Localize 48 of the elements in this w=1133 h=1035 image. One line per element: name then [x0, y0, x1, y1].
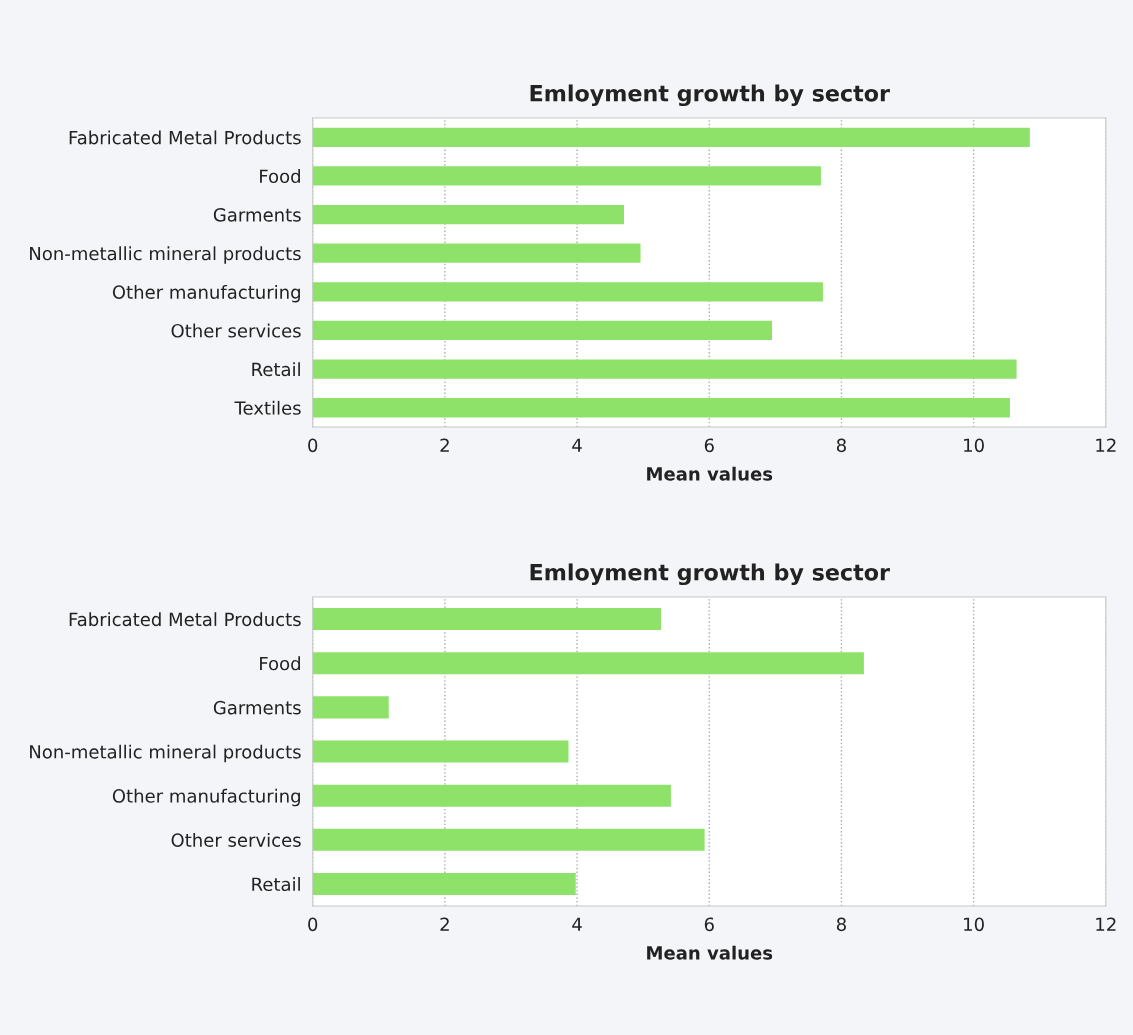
- bar: [312, 127, 1030, 147]
- y-tick-label: Fabricated Metal Products: [69, 612, 301, 627]
- bar: [312, 828, 705, 851]
- bar: [312, 872, 576, 895]
- bar: [312, 740, 569, 763]
- y-tick-label: Other manufacturing: [112, 788, 300, 807]
- y-tick-label: Other services: [171, 323, 301, 338]
- x-tick-label: 0: [308, 917, 318, 932]
- bar: [312, 243, 641, 263]
- x-tick-label: 10: [964, 917, 984, 932]
- y-tick-label: Food: [260, 169, 300, 184]
- y-tick-label: Garments: [213, 208, 301, 222]
- y-tick-label: Food: [260, 656, 300, 671]
- x-axis-title: Mean values: [647, 466, 773, 481]
- y-tick-label: Garments: [213, 700, 301, 715]
- bar: [312, 398, 1010, 418]
- bar: [312, 166, 821, 186]
- x-tick-label: 2: [440, 917, 449, 931]
- x-tick-label: 6: [704, 438, 714, 453]
- x-tick-label: 4: [572, 917, 582, 931]
- x-tick-label: 8: [836, 438, 846, 453]
- x-axis-title: Mean values: [647, 945, 773, 960]
- bar: [312, 320, 773, 341]
- bar: [312, 204, 624, 225]
- bar: [312, 696, 389, 719]
- x-tick-label: 12: [1096, 917, 1116, 931]
- chart-title: Emloyment growth by sector: [530, 84, 890, 107]
- x-tick-label: 8: [836, 917, 846, 932]
- bar: [312, 359, 1017, 379]
- x-tick-label: 6: [704, 917, 714, 932]
- y-tick-label: Retail: [252, 362, 300, 377]
- x-tick-label: 4: [572, 438, 582, 452]
- y-tick-label: Retail: [252, 877, 300, 892]
- y-tick-label: Non-metallic mineral products: [30, 246, 301, 264]
- x-tick-label: 2: [440, 438, 449, 452]
- chart-title: Emloyment growth by sector: [530, 563, 890, 586]
- y-tick-label: Non-metallic mineral products: [30, 744, 301, 763]
- x-tick-label: 0: [308, 438, 318, 453]
- y-tick-label: Other services: [171, 832, 301, 847]
- x-tick-label: 12: [1096, 438, 1116, 452]
- y-tick-label: Fabricated Metal Products: [69, 130, 301, 145]
- x-tick-label: 10: [964, 438, 984, 453]
- y-tick-label: Other manufacturing: [112, 284, 300, 303]
- bar: [312, 784, 671, 807]
- y-tick-label: Textiles: [234, 400, 301, 415]
- bar: [312, 652, 864, 675]
- bar: [312, 282, 823, 302]
- bar: [312, 608, 662, 631]
